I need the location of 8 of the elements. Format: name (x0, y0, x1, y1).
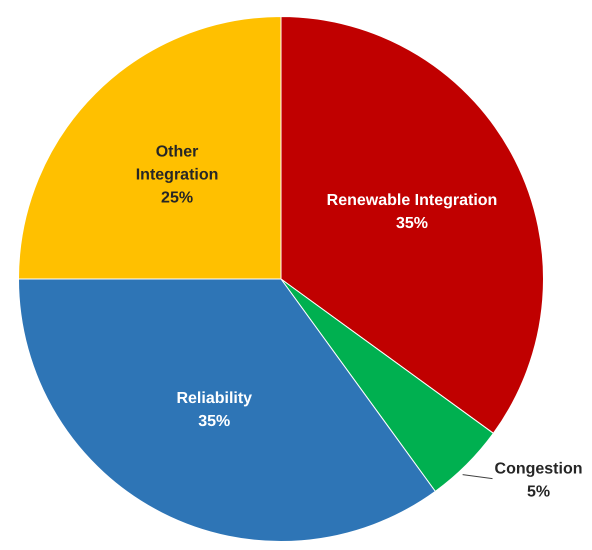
data-label: 5% (526, 484, 550, 501)
slice-label: Renewable Integration (326, 192, 498, 210)
data-label: 35% (198, 412, 230, 430)
slice-label: Reliability (176, 390, 252, 407)
data-label: 25% (161, 189, 194, 206)
data-label: 35% (396, 215, 428, 232)
slice-label: Other Integration (136, 143, 218, 184)
slice-label: Congestion (494, 460, 583, 478)
